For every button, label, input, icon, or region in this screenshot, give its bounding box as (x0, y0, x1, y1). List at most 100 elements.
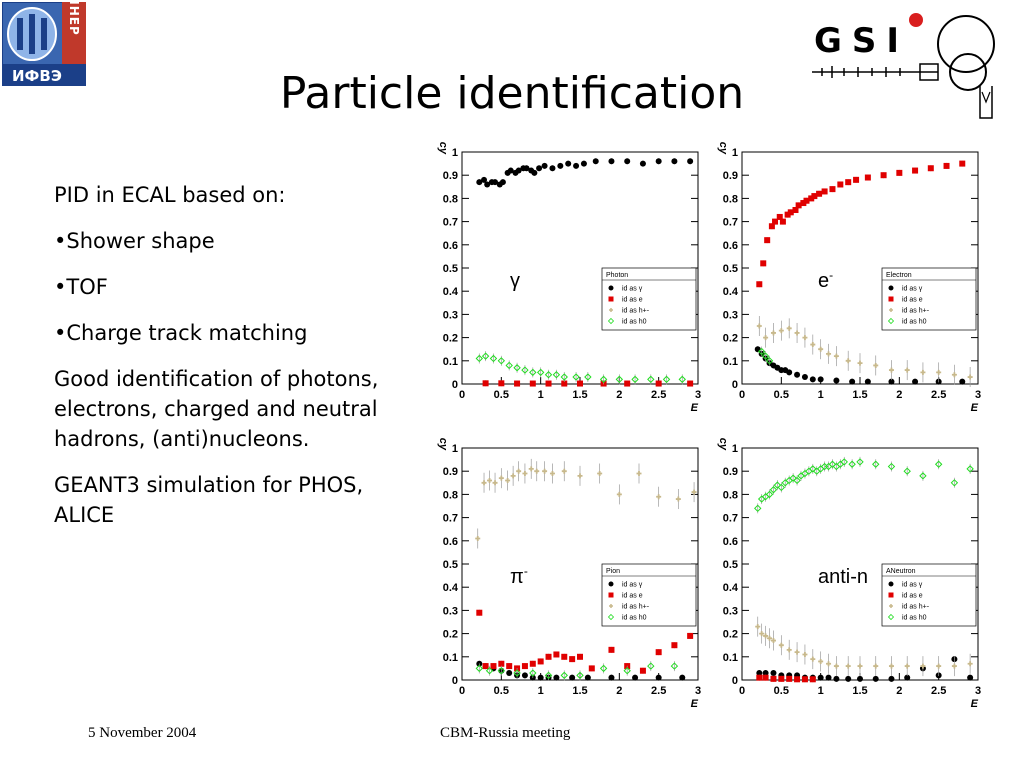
data-point-e (756, 281, 763, 288)
data-point-h0 (793, 476, 801, 485)
data-point-e (514, 380, 521, 387)
x-tick-label: 3 (695, 685, 701, 697)
data-point-e (529, 380, 536, 387)
data-point-hpm (487, 477, 493, 483)
data-point-hpm (498, 475, 504, 481)
data-point-e (760, 260, 767, 267)
data-point-h0 (475, 354, 484, 363)
x-tick-label: 0 (739, 685, 745, 697)
y-tick-label: 0.6 (723, 536, 738, 548)
x-tick-label: 3 (695, 389, 701, 401)
data-point-e (845, 179, 852, 186)
legend-box (881, 563, 977, 627)
data-point-h0 (475, 664, 484, 673)
data-point-gamma (888, 675, 895, 682)
data-point-hpm (857, 663, 863, 669)
y-tick-label: 0.6 (723, 240, 738, 252)
data-point-gamma (584, 674, 591, 681)
x-axis-label: E (971, 402, 979, 414)
legend-marker-hpm (609, 604, 613, 608)
data-point-h0 (513, 364, 521, 372)
data-point-gamma (801, 374, 808, 381)
data-point-hpm (759, 631, 765, 637)
y-tick-label: 0.4 (723, 286, 739, 298)
data-point-h0 (572, 373, 580, 381)
legend-entry-hpm: id as h+- (902, 308, 930, 315)
data-point-hpm (475, 535, 481, 541)
data-point-h0 (887, 462, 896, 471)
data-point-h0 (848, 460, 856, 468)
x-tick-label: 1.5 (852, 389, 867, 401)
x-axis-label: E (691, 698, 699, 710)
data-point-e (521, 663, 528, 670)
data-point-gamma (794, 371, 801, 378)
y-tick-label: 0.2 (443, 629, 458, 641)
legend-marker-hpm (889, 604, 893, 608)
y-tick-label: 0.9 (723, 466, 738, 478)
data-point-e (768, 223, 775, 230)
data-point-gamma (476, 179, 483, 186)
data-point-h0 (623, 667, 631, 675)
data-point-e (959, 160, 966, 167)
data-point-gamma (537, 674, 544, 681)
data-point-gamma (756, 670, 763, 677)
data-point-h0 (615, 375, 624, 384)
legend-box (881, 267, 977, 331)
legend-marker-e (888, 296, 894, 302)
data-point-e (864, 174, 871, 181)
data-point-gamma (833, 675, 840, 682)
data-point-hpm (951, 663, 957, 669)
data-point-hpm (936, 663, 942, 669)
x-axis-label: E (971, 698, 979, 710)
data-point-e (608, 646, 615, 653)
y-tick-label: 0.7 (723, 513, 738, 525)
legend-entry-hpm: id as h+- (902, 604, 930, 611)
pion-efficiency-chart: 0 0.1 0.2 0.3 0.4 0.5 0.6 0.7 0.8 0.9 1 0 0.5 1 1.5 2 2.… (437, 438, 701, 710)
data-point-hpm (873, 663, 879, 669)
data-point-gamma (864, 378, 871, 385)
data-point-e (776, 213, 783, 220)
data-point-hpm (549, 471, 555, 477)
data-point-h0 (670, 662, 679, 670)
legend-marker-h0 (887, 317, 895, 325)
data-point-gamma (754, 346, 761, 353)
data-point-h0 (769, 486, 778, 494)
x-tick-label: 2.5 (931, 685, 946, 697)
data-point-e (577, 380, 583, 387)
data-point-gamma (857, 675, 863, 682)
legend-entry-e: id as e (622, 593, 643, 600)
data-point-hpm (920, 663, 926, 669)
data-point-e (588, 665, 595, 672)
bullet-text-3: •TOF (54, 275, 108, 299)
data-point-e (482, 380, 489, 387)
x-tick-label: 1 (538, 389, 544, 401)
y-tick-label: 0.3 (723, 309, 738, 321)
data-point-gamma (888, 378, 895, 385)
legend-marker-gamma (608, 285, 614, 291)
data-point-hpm (481, 480, 487, 486)
data-point-e (853, 176, 860, 183)
legend-marker-e (888, 592, 894, 598)
particle-label: π- (510, 564, 528, 588)
y-tick-label: 0.1 (443, 356, 458, 368)
y-tick-label: 0.2 (723, 333, 738, 345)
x-tick-label: 2 (896, 685, 902, 697)
data-point-h0 (560, 671, 568, 680)
data-point-h0 (529, 368, 537, 377)
x-tick-label: 3 (975, 685, 981, 697)
y-tick-label: 0.1 (443, 652, 458, 664)
y-tick-label: 0 (452, 379, 458, 391)
data-point-h0 (647, 375, 655, 384)
data-point-gamma (569, 674, 576, 681)
gsi-logo: GSI (812, 13, 995, 119)
data-point-h0 (765, 357, 774, 365)
data-point-hpm (786, 647, 792, 653)
data-point-gamma (825, 674, 832, 681)
y-tick-label: 0.7 (443, 513, 458, 525)
data-point-e (498, 660, 505, 667)
data-point-e (787, 209, 794, 216)
bullet-text-4: •Charge track matching (54, 321, 308, 345)
y-tick-label: 0 (732, 379, 738, 391)
data-point-hpm (794, 330, 800, 336)
data-point-h0 (934, 460, 943, 468)
